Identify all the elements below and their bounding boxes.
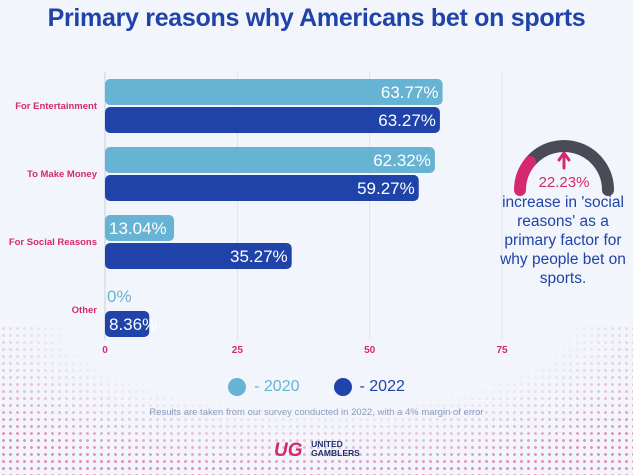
x-tick-label-25: 25 — [232, 345, 244, 356]
arrow-up-icon — [557, 151, 571, 170]
bar-0-2 — [105, 215, 175, 241]
logo-wordmark: UNITED GAMBLERS — [311, 440, 360, 458]
dotted-background-decoration — [0, 325, 633, 475]
bar-label-0-1: 62.32% — [373, 151, 431, 170]
page-title: Primary reasons why Americans bet on spo… — [47, 4, 586, 32]
bar-1-0 — [105, 107, 440, 133]
bar-label-1-2: 35.27% — [230, 247, 288, 266]
bar-label-0-2: 13.04% — [109, 219, 167, 238]
legend-label-2020: - 2020 — [254, 378, 300, 395]
ug-logo-icon: UG — [274, 440, 303, 460]
bar-1-3 — [105, 311, 150, 337]
x-tick-label-0: 0 — [102, 345, 108, 356]
category-label-3: Other — [72, 305, 98, 316]
bar-label-0-0: 63.77% — [381, 83, 439, 102]
bar-label-1-1: 59.27% — [357, 179, 415, 198]
bar-0-0 — [105, 79, 443, 105]
callout-text: increase in 'social reasons' as a primar… — [500, 194, 626, 287]
legend-item-2020: - 2020 — [228, 378, 300, 396]
legend-swatch-2020 — [228, 378, 247, 396]
category-label-2: For Social Reasons — [9, 237, 97, 248]
x-tick-label-75: 75 — [496, 345, 508, 356]
category-label-0: For Entertainment — [15, 101, 98, 112]
svg-text:UG: UG — [274, 440, 303, 460]
logo-line2: GAMBLERS — [311, 448, 360, 458]
bar-label-1-3: 8.36% — [109, 315, 157, 334]
gauge-track — [524, 140, 614, 196]
legend-item-2022: - 2022 — [333, 378, 405, 396]
bar-label-1-0: 63.27% — [378, 111, 436, 130]
legend-label-2022: - 2022 — [359, 378, 405, 395]
legend-swatch-2022 — [333, 378, 352, 396]
brand-logo: UG UNITED GAMBLERS — [0, 438, 633, 461]
callout-value: 22.23% — [539, 174, 590, 191]
bar-1-1 — [105, 175, 419, 201]
bar-1-2 — [105, 243, 292, 269]
gauge-fill — [514, 155, 537, 196]
logo-line1: UNITED — [311, 439, 343, 449]
x-tick-label-50: 50 — [364, 345, 376, 356]
survey-note: Results are taken from our survey conduc… — [149, 407, 484, 418]
bar-0-1 — [105, 147, 435, 173]
legend: - 2020 - 2022 — [0, 378, 633, 396]
category-label-1: To Make Money — [27, 169, 98, 180]
bar-label-0-3: 0% — [107, 287, 132, 306]
gauge-icon: 22.23% — [514, 140, 614, 196]
